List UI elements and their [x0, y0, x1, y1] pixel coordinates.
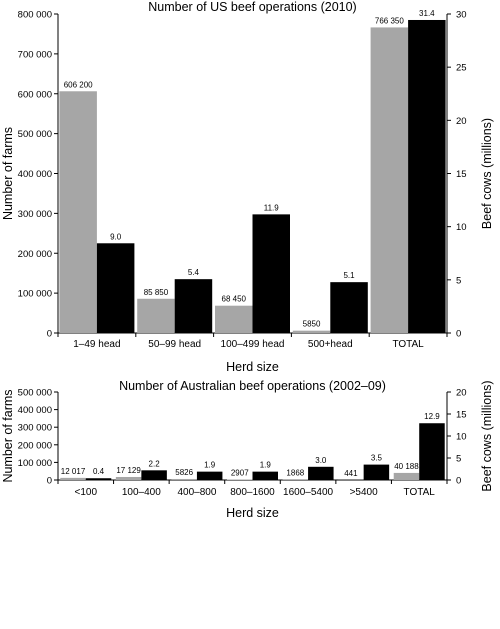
cows-data-label: 1.9	[260, 461, 272, 470]
cows-data-label: 11.9	[264, 203, 280, 212]
cows-bar	[141, 470, 167, 480]
x-tick-label: 1–49 head	[73, 339, 120, 350]
farms-data-label: 40 188	[394, 462, 419, 471]
cows-data-label: 3.0	[315, 456, 327, 465]
farms-data-label: 1868	[286, 469, 304, 478]
x-tick-label: TOTAL	[404, 487, 436, 498]
y-tick-label-left: 700 000	[18, 49, 52, 60]
y-tick-label-right: 10	[456, 432, 467, 443]
x-tick-label: 500+head	[308, 339, 353, 350]
y-tick-label-left: 0	[47, 476, 52, 487]
cows-data-label: 3.5	[371, 454, 383, 463]
cows-bar	[364, 465, 390, 480]
cows-data-label: 31.4	[419, 9, 435, 18]
farms-data-label: 766 350	[375, 16, 404, 25]
x-axis-label: Herd size	[226, 360, 279, 374]
x-tick-label: 50–99 head	[148, 339, 201, 350]
y-tick-label-left: 400 000	[18, 169, 52, 180]
farms-data-label: 12 017	[61, 467, 86, 476]
y-tick-label-left: 0	[47, 329, 52, 340]
cows-data-label: 1.9	[204, 461, 216, 470]
y-tick-label-right: 25	[456, 63, 467, 74]
chart-title: Number of Australian beef operations (20…	[119, 379, 386, 393]
y-tick-label-right: 5	[456, 454, 461, 465]
x-tick-label: 400–800	[177, 487, 216, 498]
y-tick-label-right: 15	[456, 169, 467, 180]
x-tick-label: 800–1600	[230, 487, 275, 498]
farms-data-label: 5826	[175, 468, 193, 477]
cows-bar	[86, 478, 112, 480]
cows-data-label: 5.4	[188, 268, 200, 277]
y-tick-label-right: 20	[456, 116, 467, 127]
chart-title: Number of US beef operations (2010)	[148, 0, 356, 14]
y-tick-label-left: 300 000	[18, 209, 52, 220]
farms-bar	[394, 473, 420, 480]
farms-bar	[215, 306, 253, 333]
y-tick-label-left: 400 000	[18, 405, 52, 416]
cows-bar	[175, 279, 213, 333]
cows-bar	[253, 214, 291, 333]
chart-us: Number of US beef operations (2010) 0 100 …	[1, 0, 494, 374]
farms-bar	[59, 91, 97, 333]
farms-bar	[227, 479, 253, 480]
x-tick-label: 100–499 head	[221, 339, 285, 350]
farms-bar	[116, 477, 142, 480]
cows-bar	[408, 20, 446, 333]
y-tick-label-left: 200 000	[18, 249, 52, 260]
cows-data-label: 12.9	[424, 412, 440, 421]
x-axis-label: Herd size	[226, 506, 279, 520]
y-axis-label-left: Number of farms	[1, 127, 15, 220]
farms-data-label: 606 200	[64, 80, 93, 89]
cows-bar	[308, 467, 334, 480]
farms-data-label: 17 129	[116, 466, 141, 475]
y-tick-label-left: 200 000	[18, 440, 52, 451]
y-tick-label-left: 800 000	[18, 10, 52, 21]
y-tick-label-right: 30	[456, 10, 467, 21]
y-tick-label-right: 15	[456, 410, 467, 421]
x-tick-label: <100	[75, 487, 98, 498]
farms-bar	[60, 478, 86, 480]
farms-bar	[137, 299, 175, 333]
y-tick-label-right: 0	[456, 329, 461, 340]
farms-bar	[171, 479, 197, 480]
cows-bar	[253, 472, 279, 480]
y-tick-label-left: 600 000	[18, 89, 52, 100]
farms-bar	[293, 331, 331, 333]
cows-bar	[197, 472, 223, 480]
farms-data-label: 5850	[303, 320, 321, 329]
cows-bar	[97, 243, 134, 333]
cows-bar	[330, 282, 368, 333]
cows-data-label: 5.1	[343, 271, 355, 280]
cows-data-label: 0.4	[93, 467, 105, 476]
y-tick-label-right: 20	[456, 388, 467, 399]
x-tick-label: >5400	[350, 487, 379, 498]
y-axis-label-right: Beef cows (millions)	[480, 118, 494, 229]
y-tick-label-right: 10	[456, 222, 467, 233]
y-axis-label-left: Number of farms	[1, 389, 15, 482]
x-tick-label: TOTAL	[392, 339, 424, 350]
farms-data-label: 2907	[231, 468, 249, 477]
y-tick-label-right: 0	[456, 476, 461, 487]
x-tick-label: 100–400	[122, 487, 161, 498]
x-tick-label: 1600–5400	[283, 487, 333, 498]
y-axis-label-right: Beef cows (millions)	[480, 380, 494, 491]
y-tick-label-right: 5	[456, 275, 461, 286]
y-tick-label-left: 500 000	[18, 129, 52, 140]
farms-data-label: 441	[344, 469, 358, 478]
farms-data-label: 85 850	[144, 288, 169, 297]
cows-data-label: 2.2	[149, 459, 161, 468]
farms-bar	[371, 27, 409, 333]
cows-bar	[419, 423, 445, 480]
y-tick-label-left: 100 000	[18, 458, 52, 469]
cows-data-label: 9.0	[110, 232, 122, 241]
farms-data-label: 68 450	[222, 295, 247, 304]
y-tick-label-left: 300 000	[18, 423, 52, 434]
chart-australia: Number of Australian beef operations (20…	[1, 379, 494, 520]
y-tick-label-left: 500 000	[18, 388, 52, 399]
y-tick-label-left: 100 000	[18, 289, 52, 300]
